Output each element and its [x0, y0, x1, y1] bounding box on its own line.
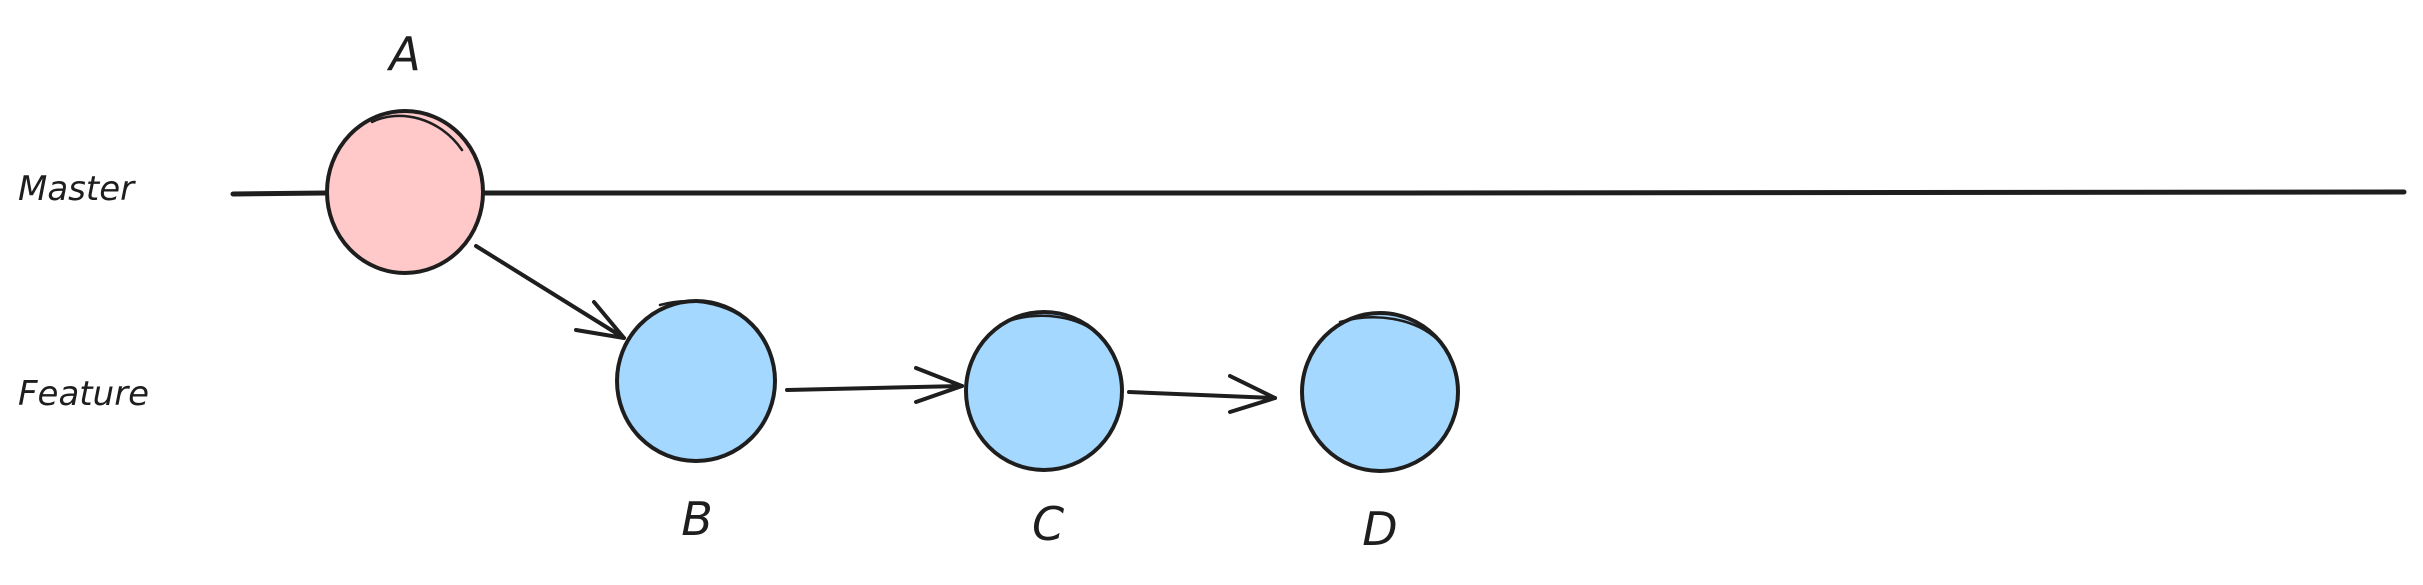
lane-label-feature: Feature: [18, 374, 149, 414]
node-a-label: A: [386, 27, 420, 81]
node-c-label: C: [1032, 497, 1064, 551]
node-b: [615, 299, 777, 463]
lane-label-master: Master: [18, 169, 136, 209]
node-c: [964, 310, 1124, 472]
master-line-right: [482, 189, 2407, 196]
node-c-circle: [964, 310, 1124, 472]
node-a: [325, 109, 485, 275]
node-a-circle: [325, 109, 485, 275]
node-b-label: B: [681, 492, 713, 546]
edge-b-to-c: [785, 366, 964, 404]
node-d: [1300, 311, 1460, 473]
edge-a-to-b: [474, 244, 626, 340]
edge-c-to-d: [1127, 374, 1277, 414]
master-line: [230, 190, 328, 197]
node-d-label: D: [1362, 502, 1397, 556]
node-d-circle: [1300, 311, 1460, 473]
